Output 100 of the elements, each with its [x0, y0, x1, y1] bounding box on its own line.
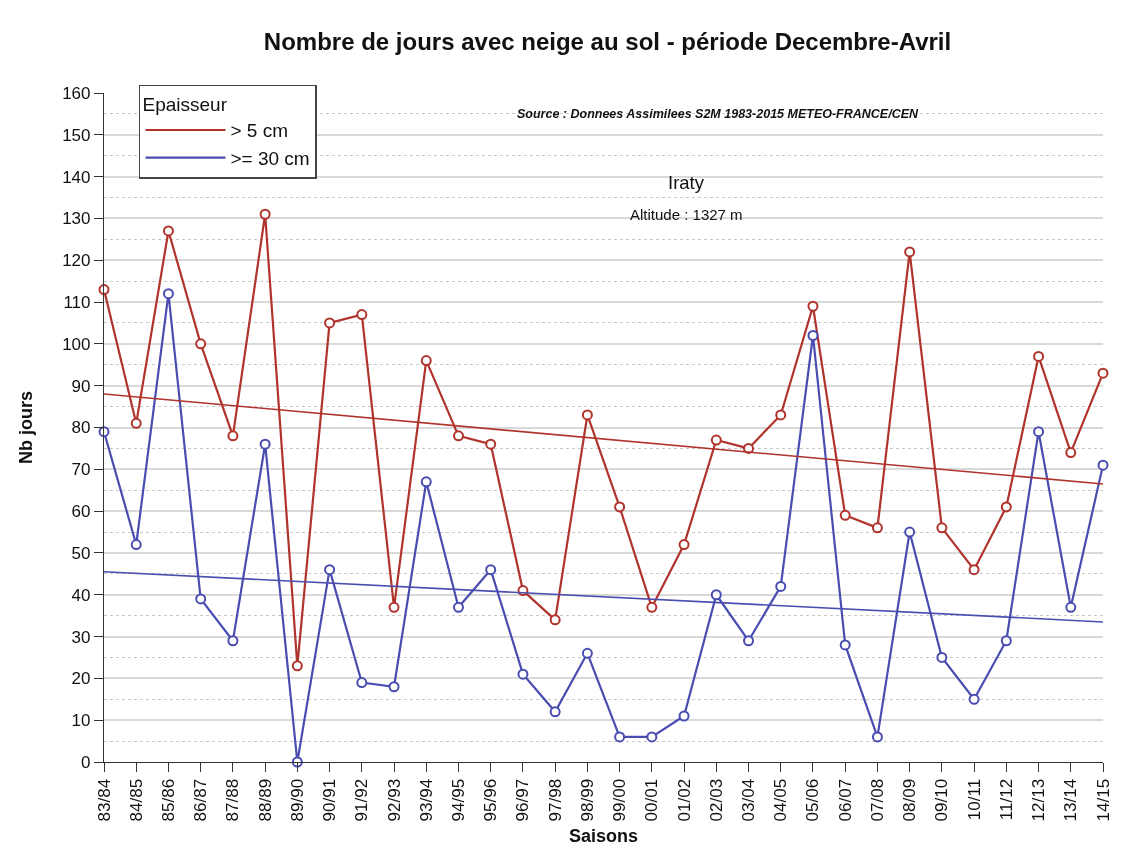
x-tick-label: 84/85	[126, 778, 146, 822]
point	[517, 668, 529, 680]
x-tick-label: 88/89	[255, 778, 275, 822]
y-axis-title: Nb jours	[16, 390, 37, 465]
point	[162, 288, 174, 300]
point	[420, 355, 432, 367]
point	[646, 731, 658, 743]
point	[291, 660, 303, 672]
point	[775, 580, 787, 592]
point	[1033, 426, 1045, 438]
point	[485, 438, 497, 450]
y-tick-label: 60	[71, 502, 91, 522]
y-tick-label: 30	[71, 627, 91, 647]
y-tick-label: 50	[71, 543, 91, 563]
y-tick-label: 80	[71, 418, 91, 438]
point	[807, 300, 819, 312]
y-tick-label: 70	[71, 460, 91, 480]
point	[678, 710, 690, 722]
point	[452, 601, 464, 613]
x-tick-label: 83/84	[94, 778, 114, 822]
point	[710, 589, 722, 601]
legend-label: >= 30 cm	[230, 148, 310, 170]
point	[839, 639, 851, 651]
x-tick-label: 97/98	[545, 778, 565, 822]
x-tick-label: 07/08	[867, 778, 887, 822]
point	[710, 434, 722, 446]
point	[388, 601, 400, 613]
y-tick-label: 40	[71, 585, 91, 605]
x-tick-label: 95/96	[481, 778, 501, 822]
y-tick-label: 120	[62, 251, 91, 271]
y-tick-label: 100	[62, 334, 91, 354]
point	[904, 526, 916, 538]
x-tick-label: 89/90	[287, 778, 307, 822]
point	[871, 522, 883, 534]
legend-title: Epaisseur	[142, 94, 228, 116]
point	[1065, 447, 1077, 459]
x-tick-label: 96/97	[513, 778, 533, 822]
x-tick-label: 90/91	[320, 778, 340, 822]
legend-label: > 5 cm	[230, 120, 289, 142]
point	[1000, 501, 1012, 513]
point	[324, 317, 336, 329]
y-tick-label: 10	[71, 711, 91, 731]
y-tick-label: 160	[62, 83, 91, 103]
x-tick-label: 08/09	[900, 778, 920, 822]
point	[871, 731, 883, 743]
point	[1000, 635, 1012, 647]
x-tick-label: 03/04	[739, 778, 759, 822]
y-tick-label: 0	[81, 752, 91, 772]
point	[388, 681, 400, 693]
y-tick-label: 130	[62, 209, 91, 229]
x-tick-label: 92/93	[384, 778, 404, 822]
point	[195, 338, 207, 350]
x-tick-label: 93/94	[416, 778, 436, 822]
point	[936, 651, 948, 663]
y-tick-label: 90	[71, 376, 91, 396]
point	[356, 309, 368, 321]
x-tick-label: 98/99	[577, 778, 597, 822]
annotation: Iraty	[668, 172, 705, 193]
point	[1097, 459, 1109, 471]
y-tick-label: 20	[71, 669, 91, 689]
point	[839, 509, 851, 521]
point	[549, 614, 561, 626]
x-tick-label: 05/06	[803, 778, 823, 822]
point	[614, 501, 626, 513]
point	[614, 731, 626, 743]
point	[1033, 350, 1045, 362]
x-tick-label: 94/95	[449, 778, 469, 822]
x-tick-label: 86/87	[191, 778, 211, 822]
point	[227, 635, 239, 647]
x-tick-label: 04/05	[771, 778, 791, 822]
x-tick-label: 85/86	[158, 778, 178, 822]
x-tick-label: 01/02	[674, 778, 694, 822]
x-tick-label: 06/07	[835, 778, 855, 822]
x-tick-label: 02/03	[706, 778, 726, 822]
point	[485, 564, 497, 576]
x-tick-label: 91/92	[352, 778, 372, 822]
point	[324, 564, 336, 576]
point	[420, 476, 432, 488]
point	[775, 409, 787, 421]
point	[195, 593, 207, 605]
point	[968, 693, 980, 705]
point	[1065, 601, 1077, 613]
point	[452, 430, 464, 442]
x-tick-label: 10/11	[964, 778, 984, 821]
point	[646, 601, 658, 613]
x-axis-title: Saisons	[568, 825, 639, 846]
y-tick-label: 110	[63, 293, 91, 313]
y-tick-label: 150	[62, 125, 91, 145]
point	[130, 417, 142, 429]
point	[968, 564, 980, 576]
x-tick-label: 00/01	[642, 778, 662, 822]
point	[743, 635, 755, 647]
point	[356, 677, 368, 689]
point	[259, 438, 271, 450]
point	[1097, 367, 1109, 379]
chart-title: Nombre de jours avec neige au sol - période Decembre-Avril	[263, 28, 952, 56]
x-tick-label: 12/13	[1029, 778, 1049, 822]
point	[259, 208, 271, 220]
point	[581, 409, 593, 421]
point	[549, 706, 561, 718]
